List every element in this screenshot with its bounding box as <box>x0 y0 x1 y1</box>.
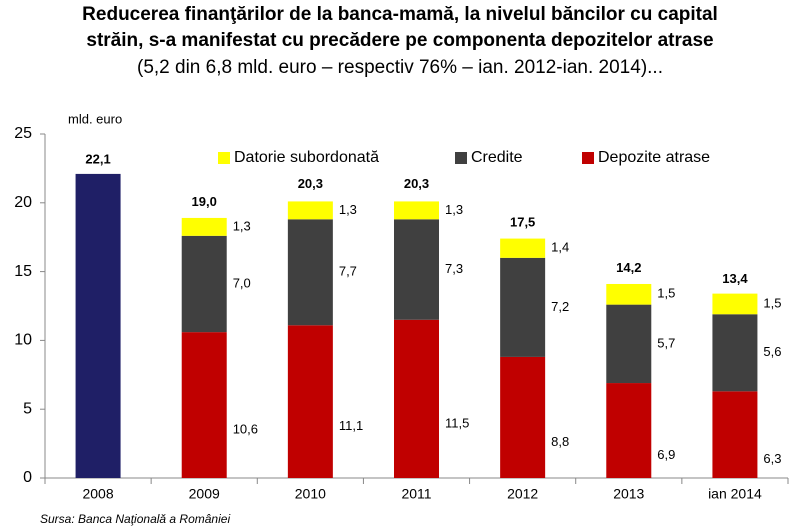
total-label: 20,3 <box>404 176 429 191</box>
value-label: 7,3 <box>445 261 463 276</box>
bar-segment <box>500 356 546 478</box>
value-label: 1,4 <box>551 240 569 255</box>
value-label: 11,1 <box>339 418 363 433</box>
value-label: 7,2 <box>551 299 569 314</box>
total-label: 17,5 <box>510 215 535 230</box>
bar-segment <box>712 314 758 392</box>
y-tick-label: 20 <box>14 194 32 211</box>
chart-subtitle: (5,2 din 6,8 mld. euro – respectiv 76% –… <box>137 57 663 78</box>
bar-segment <box>287 325 333 478</box>
x-tick-label: 2012 <box>507 486 538 502</box>
total-label: 14,2 <box>616 260 641 275</box>
value-label: 6,9 <box>657 447 675 462</box>
x-tick-label: 2008 <box>82 486 113 502</box>
y-tick-label: 5 <box>23 400 32 417</box>
source: Sursa: Banca Naţională a României <box>40 512 230 526</box>
y-tick-label: 15 <box>14 263 32 280</box>
x-tick-label: 2011 <box>401 486 431 502</box>
value-label: 1,5 <box>763 295 781 310</box>
y-tick-label: 25 <box>14 125 32 142</box>
total-label: 19,0 <box>192 194 217 209</box>
bar-segment <box>712 293 758 315</box>
x-tick-label: 2010 <box>295 486 326 502</box>
value-label: 11,5 <box>445 415 469 430</box>
y-tick-label: 0 <box>23 469 32 486</box>
bar-segment <box>606 383 652 478</box>
x-tick-label: 2013 <box>613 486 644 502</box>
total-label: 20,3 <box>298 176 323 191</box>
value-label: 10,6 <box>233 422 258 437</box>
total-label: 13,4 <box>722 271 748 286</box>
bar-segment <box>181 235 227 333</box>
bar-segment <box>712 391 758 478</box>
bar-segment <box>181 217 227 236</box>
legend-swatch <box>218 152 230 164</box>
legend-label: Datorie subordonată <box>234 149 379 166</box>
value-label: 1,3 <box>445 202 463 217</box>
chart-title: Reducerea finanţărilor de la banca-mamă,… <box>82 4 718 25</box>
value-label: 8,8 <box>551 434 569 449</box>
bar <box>75 173 121 479</box>
total-label: 22,1 <box>85 151 110 166</box>
bar-segment <box>394 201 439 220</box>
bar-segment <box>606 283 652 305</box>
legend-label: Depozite atrase <box>598 149 710 166</box>
value-label: 5,7 <box>657 335 675 350</box>
legend-label: Credite <box>471 149 523 166</box>
x-tick-label: 2009 <box>189 486 220 502</box>
value-label: 7,7 <box>339 264 357 279</box>
bar-segment <box>287 201 333 220</box>
legend-swatch <box>455 152 467 164</box>
bar-segment <box>287 219 333 326</box>
bar-segment <box>394 219 439 320</box>
value-label: 1,5 <box>657 286 675 301</box>
value-label: 1,3 <box>233 218 251 233</box>
value-label: 6,3 <box>763 451 781 466</box>
value-label: 7,0 <box>233 275 251 290</box>
bar-segment <box>500 238 546 258</box>
x-tick-label: ian 2014 <box>708 486 762 502</box>
bar-segment <box>500 257 546 357</box>
legend-swatch <box>582 152 594 164</box>
y-tick-label: 10 <box>14 332 32 349</box>
chart-title: străin, s-a manifestat cu precădere pe c… <box>86 30 713 51</box>
bar-segment <box>394 319 439 478</box>
bar-segment <box>606 304 652 384</box>
bar-segment <box>181 332 227 478</box>
y-axis-label: mld. euro <box>68 111 122 126</box>
value-label: 1,3 <box>339 202 357 217</box>
value-label: 5,6 <box>763 344 781 359</box>
